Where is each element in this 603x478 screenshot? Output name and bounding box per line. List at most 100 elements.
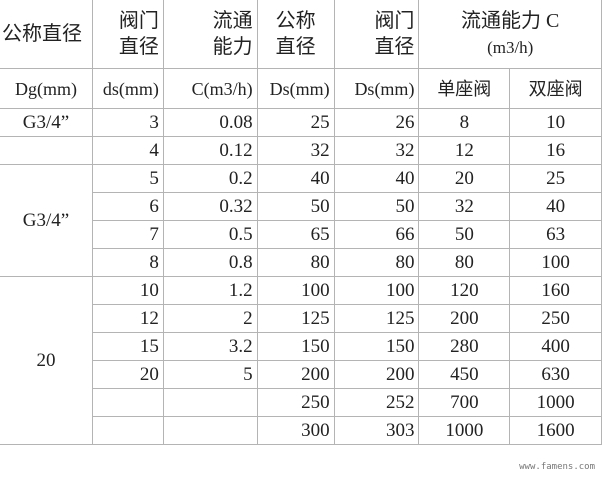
- table-cell: 2: [162, 304, 258, 333]
- header-valve-diameter-2: 阀门 直径: [333, 0, 420, 69]
- table-cell: 5: [91, 164, 164, 193]
- header-text: (m3/h): [487, 37, 534, 57]
- table-cell: 303: [333, 416, 420, 445]
- header-nominal-diameter: 公称直径: [0, 0, 93, 69]
- table-cell: 280: [418, 332, 511, 361]
- table-row: G3/4” 5 0.2 40 40 20 25: [0, 164, 602, 277]
- table-cell: 250: [509, 304, 602, 333]
- header-text: 阀门: [374, 10, 415, 32]
- table-cell: 63: [509, 220, 602, 249]
- table-cell: 1600: [509, 416, 602, 445]
- table-cell: 300: [256, 416, 335, 445]
- header-text: 阀门: [118, 10, 159, 32]
- table-cell: 66: [333, 220, 420, 249]
- table-cell: 0.8: [162, 248, 258, 277]
- table-cell: 150: [256, 332, 335, 361]
- table-cell: 100: [333, 276, 420, 305]
- table-row: 12 2 125 125 200 250: [0, 304, 602, 333]
- table-cell: [162, 388, 258, 417]
- table-cell: 252: [333, 388, 420, 417]
- header-text: 公称: [275, 10, 316, 32]
- table-cell: 150: [333, 332, 420, 361]
- header-flow-capacity-c: 流通能力 C (m3/h): [418, 0, 602, 69]
- table-cell: 65: [256, 220, 335, 249]
- table-cell: 25: [256, 108, 335, 137]
- table-cell: 80: [418, 248, 511, 277]
- table-row: 15 3.2 150 150 280 400: [0, 332, 602, 361]
- table-cell: 3.2: [162, 332, 258, 361]
- table-cell: 25: [509, 164, 602, 193]
- table-cell: 0.12: [162, 136, 258, 165]
- table-cell: 16: [509, 136, 602, 165]
- table-cell: 40: [509, 192, 602, 221]
- table-cell: 20: [91, 360, 164, 389]
- table-cell: 200: [333, 360, 420, 389]
- table-cell: 400: [509, 332, 602, 361]
- header-text: 能力: [212, 36, 253, 58]
- table-cell: [91, 416, 164, 445]
- table-cell: 125: [333, 304, 420, 333]
- header-text: 流通能力 C: [461, 9, 560, 32]
- table-cell: 1000: [418, 416, 511, 445]
- table-cell: 200: [256, 360, 335, 389]
- table-cell: 50: [256, 192, 335, 221]
- header-double-seat: 双座阀: [509, 68, 602, 109]
- table-cell: 0.08: [162, 108, 258, 137]
- table-cell: 32: [418, 192, 511, 221]
- header-text: 直径: [118, 36, 159, 58]
- table-cell: 0.2: [162, 164, 258, 193]
- header-text: 流通: [212, 10, 253, 32]
- table-cell: 12: [91, 304, 164, 333]
- table-cell: [91, 388, 164, 417]
- nominal-diameter-cell: G3/4”: [0, 108, 93, 137]
- table-cell: 20: [418, 164, 511, 193]
- header-valve-diameter: 阀门 直径: [91, 0, 164, 69]
- table-cell: 50: [333, 192, 420, 221]
- table-cell: 40: [333, 164, 420, 193]
- nominal-diameter-cell: G3/4”: [0, 164, 93, 277]
- table-cell: 125: [256, 304, 335, 333]
- unit-ds: ds(mm): [91, 68, 164, 109]
- unit-ds-nominal: Ds(mm): [256, 68, 335, 109]
- header-flow-capacity: 流通 能力: [162, 0, 258, 69]
- table-cell: 0.32: [162, 192, 258, 221]
- table-row: 4 0.12 32 32 12 16: [0, 136, 602, 165]
- header-text: 直径: [275, 36, 316, 58]
- nominal-diameter-cell: [0, 136, 93, 165]
- table-cell: 40: [256, 164, 335, 193]
- table-cell: 10: [509, 108, 602, 137]
- table-row: 20 10 1.2 100 100 120 160: [0, 276, 602, 445]
- header-row-2: Dg(mm) ds(mm) C(m3/h) Ds(mm) Ds(mm) 单座阀 …: [0, 68, 602, 109]
- unit-ds-valve: Ds(mm): [333, 68, 420, 109]
- table-cell: 12: [418, 136, 511, 165]
- unit-dg: Dg(mm): [0, 68, 93, 109]
- table-cell: 700: [418, 388, 511, 417]
- table-cell: 3: [91, 108, 164, 137]
- table-cell: 120: [418, 276, 511, 305]
- table-cell: [162, 416, 258, 445]
- table-cell: 0.5: [162, 220, 258, 249]
- table-cell: 1.2: [162, 276, 258, 305]
- table-row: 8 0.8 80 80 80 100: [0, 248, 602, 277]
- table-cell: 32: [256, 136, 335, 165]
- table-cell: 32: [333, 136, 420, 165]
- unit-c: C(m3/h): [162, 68, 258, 109]
- table-cell: 160: [509, 276, 602, 305]
- table-row: G3/4” 3 0.08 25 26 8 10: [0, 108, 602, 137]
- nominal-diameter-cell: 20: [0, 276, 93, 445]
- table-cell: 250: [256, 388, 335, 417]
- table-cell: 4: [91, 136, 164, 165]
- table-row: 300 303 1000 1600: [0, 416, 602, 445]
- header-row-1: 公称直径 阀门 直径 流通 能力 公称 直径 阀门 直径 流通能力 C (m3/h): [0, 0, 602, 69]
- table-cell: 8: [91, 248, 164, 277]
- table-cell: 26: [333, 108, 420, 137]
- table-row: 250 252 700 1000: [0, 388, 602, 417]
- table-cell: 5: [162, 360, 258, 389]
- table-cell: 50: [418, 220, 511, 249]
- table-cell: 6: [91, 192, 164, 221]
- header-text: 直径: [374, 36, 415, 58]
- table-cell: 10: [91, 276, 164, 305]
- table-cell: 80: [256, 248, 335, 277]
- table-cell: 200: [418, 304, 511, 333]
- table-cell: 450: [418, 360, 511, 389]
